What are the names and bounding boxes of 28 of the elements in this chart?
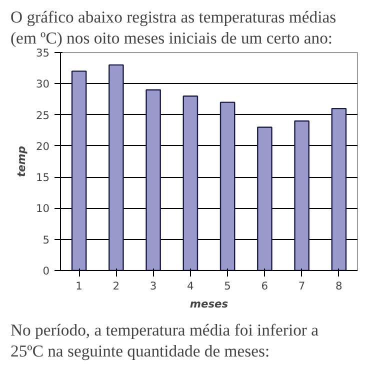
- bar: [108, 64, 124, 270]
- x-tick-label: 5: [224, 280, 231, 292]
- y-tick-label: 20: [36, 140, 50, 153]
- x-tick-label: 1: [76, 280, 82, 292]
- bar: [71, 70, 87, 270]
- x-tick-label: 6: [261, 280, 268, 292]
- y-axis-title: temp: [14, 146, 28, 178]
- y-tick-label: 0: [42, 264, 50, 278]
- y-tick-label: 15: [36, 171, 50, 184]
- bar: [257, 126, 272, 270]
- y-tick-label: 25: [36, 108, 50, 122]
- y-tick-label: 35: [36, 46, 50, 60]
- text: No período, a temperatura média foi inferior a 25ºC na seguinte quantidade de meses:: [10, 320, 320, 360]
- bar: [220, 102, 236, 270]
- x-tick-label: 4: [187, 280, 194, 292]
- bar: [331, 108, 347, 270]
- x-tick-label: 3: [150, 280, 157, 292]
- x-axis-title: meses: [190, 298, 228, 310]
- x-tick-label: 2: [112, 280, 120, 292]
- y-tick-label: 5: [42, 233, 50, 246]
- x-tick-label: 8: [336, 280, 343, 292]
- x-tick-label: 7: [298, 280, 306, 292]
- bar: [294, 120, 310, 270]
- chart-title: O gráfico abaixo registra as temperaturas médias (em ºC) nos oito meses iniciais de um certo ano:: [10, 8, 336, 48]
- y-tick-label: 10: [36, 202, 50, 216]
- bar: [182, 96, 198, 270]
- y-tick-label: 30: [36, 78, 50, 91]
- bar: [146, 89, 161, 270]
